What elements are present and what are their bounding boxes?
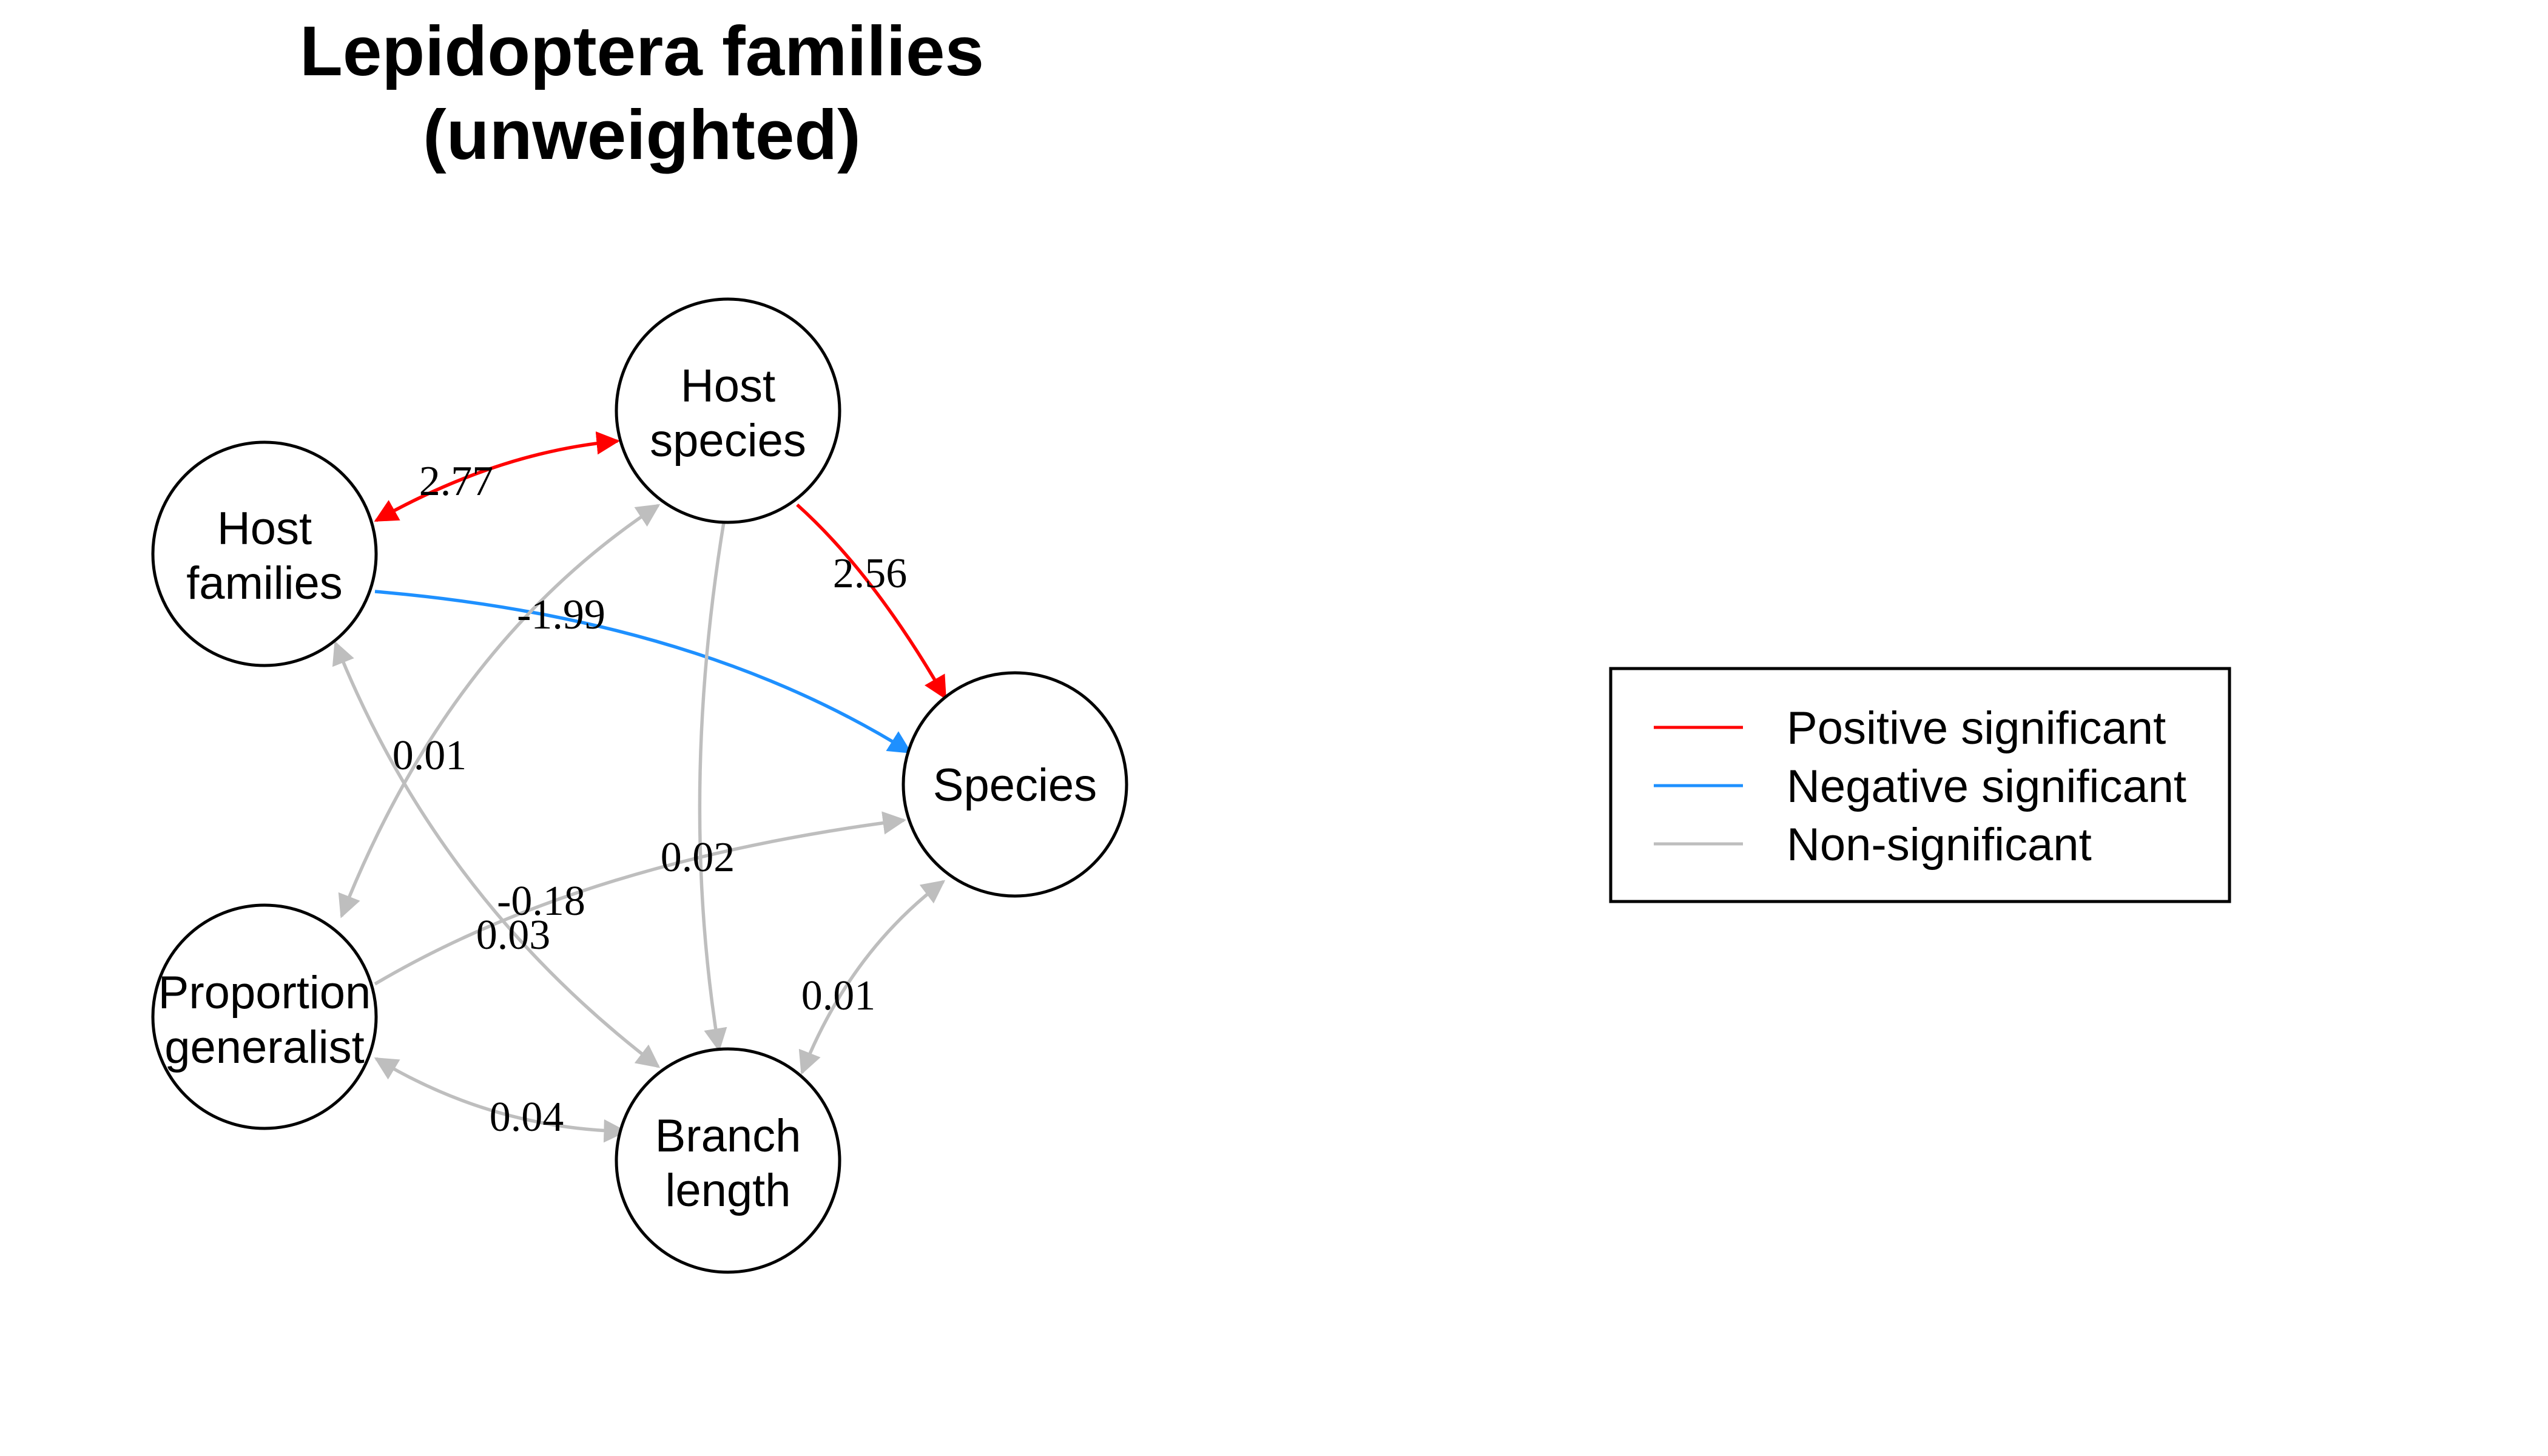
node-host-species: Host species — [615, 297, 841, 524]
edge-labels: 2.77 2.56 -1.99 0.01 -0.18 0.02 0.03 0.0… — [393, 458, 908, 1141]
node-host-families: Host families — [151, 440, 378, 667]
node-circle — [615, 1047, 841, 1274]
edge-label-hostfamilies-branchlength: -0.18 — [497, 878, 585, 925]
node-label-line-1: Host — [681, 360, 775, 412]
edge-label-proportiongeneralist-branchlength: 0.04 — [490, 1094, 564, 1141]
edge-species-branchlength — [798, 880, 946, 1075]
node-circle — [151, 440, 378, 667]
legend-label-positive: Positive significant — [1787, 703, 2166, 754]
edge-label-proportiongeneralist-species: 0.03 — [476, 912, 551, 959]
edge-hostspecies-proportiongeneralist — [338, 504, 661, 918]
node-circle — [615, 297, 841, 524]
edge-hostspecies-hostfamilies — [374, 431, 620, 522]
edge-label-hostspecies-hostfamilies: 2.77 — [419, 458, 494, 505]
legend-label-nonsig: Non-significant — [1787, 819, 2092, 871]
nodes: Host species Host families Species Propo… — [151, 297, 1128, 1274]
node-species: Species — [902, 671, 1128, 898]
edge-label-hostfamilies-species: -1.99 — [517, 592, 605, 638]
title-line-1: Lepidoptera families — [300, 12, 984, 90]
edge-hostfamilies-branchlength — [332, 641, 661, 1068]
legend-label-negative: Negative significant — [1787, 761, 2186, 812]
edge-proportiongeneralist-branchlength — [374, 1057, 627, 1143]
edge-label-hostspecies-proportiongeneralist: 0.01 — [393, 732, 467, 779]
edge-label-hostspecies-branchlength: 0.02 — [661, 834, 735, 881]
node-circle — [902, 671, 1128, 898]
node-label-line-2: length — [665, 1165, 790, 1216]
node-branch-length: Branch length — [615, 1047, 841, 1274]
edge-hostfamilies-species — [374, 590, 912, 754]
node-label-line-2: species — [650, 415, 806, 467]
node-circle — [151, 903, 378, 1130]
legend: Positive significant Negative significan… — [1609, 667, 2231, 903]
edge-hostspecies-branchlength — [698, 495, 736, 1052]
node-proportion-generalist: Proportion generalist — [151, 903, 378, 1130]
edges — [332, 431, 947, 1143]
node-label-line-1: Species — [933, 760, 1097, 811]
node-label-line-1: Branch — [655, 1110, 801, 1162]
edge-proportiongeneralist-species — [374, 811, 906, 986]
edge-label-hostspecies-species: 2.56 — [833, 550, 908, 597]
node-label-line-1: Proportion — [158, 967, 371, 1019]
node-label-line-2: families — [186, 558, 343, 609]
edge-label-species-branchlength: 0.01 — [801, 972, 876, 1019]
edge-hostspecies-species — [796, 503, 947, 700]
node-label-line-2: generalist — [164, 1022, 365, 1073]
diagram-title: Lepidoptera families (unweighted) — [300, 12, 984, 174]
node-label-line-1: Host — [217, 503, 312, 554]
title-line-2: (unweighted) — [423, 95, 861, 174]
